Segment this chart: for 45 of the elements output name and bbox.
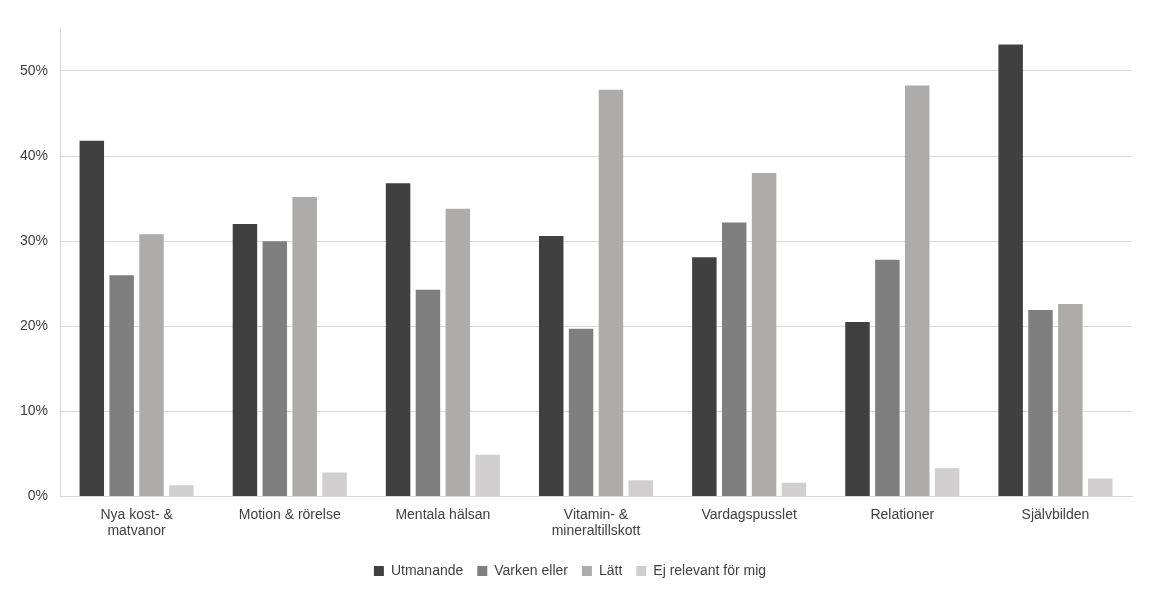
bar (628, 480, 654, 496)
bar (169, 485, 194, 496)
legend-label: Utmanande (390, 561, 464, 578)
legend-label: Ej relevant för mig (653, 561, 767, 578)
bar (934, 468, 960, 496)
bar (385, 183, 411, 496)
y-tick-label: 10% (19, 402, 49, 419)
bar (845, 321, 870, 496)
bar (139, 234, 164, 496)
x-tick-label: Självbilden (1021, 505, 1090, 522)
bar (415, 289, 441, 496)
bar (322, 472, 347, 496)
bar (568, 328, 594, 496)
bar (1087, 478, 1113, 496)
legend-label: Varken eller (494, 561, 569, 578)
bar (1058, 304, 1083, 496)
y-tick-label: 40% (19, 146, 49, 163)
bar (232, 224, 258, 496)
bar (998, 44, 1023, 496)
x-tick-label: Mentala hälsan (395, 505, 491, 522)
bar (292, 196, 317, 496)
bar (781, 482, 807, 496)
bar (904, 85, 930, 496)
y-tick-label: 0% (27, 487, 49, 504)
bar (262, 241, 288, 496)
y-tick-label: 50% (19, 61, 49, 78)
bar (1028, 310, 1053, 496)
y-tick-label: 30% (19, 231, 49, 248)
x-tick-label: Motion & rörelse (238, 505, 341, 522)
bar (538, 236, 564, 496)
bar (692, 257, 717, 496)
bar (109, 275, 134, 496)
bar (445, 208, 471, 496)
x-tick-label: Vitamin- & mineraltillskott (551, 505, 641, 539)
bar (79, 140, 105, 496)
legend-label: Lätt (598, 561, 623, 578)
bar (751, 173, 777, 496)
bar (598, 89, 624, 496)
bar (875, 259, 900, 496)
bar (721, 222, 747, 496)
y-tick-label: 20% (19, 317, 49, 334)
bar (475, 454, 500, 496)
x-tick-label: Nya kost- & matvanor (100, 505, 174, 539)
x-tick-label: Relationer (870, 505, 935, 522)
x-tick-label: Vardagspusslet (701, 505, 797, 522)
